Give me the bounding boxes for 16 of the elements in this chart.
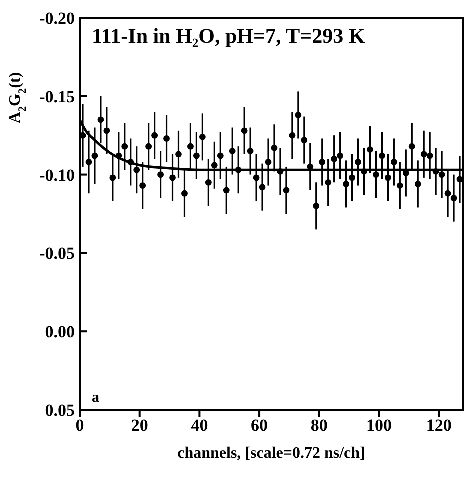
annotation: 111-In in H₂O, pH=7, T=293 K (92, 24, 366, 49)
y-tick-label: 0.05 (45, 401, 75, 420)
x-tick-label: 80 (310, 416, 328, 436)
x-axis-title: channels, [scale=0.72 ns/ch] (178, 445, 366, 462)
x-tick-label: 60 (251, 416, 268, 436)
x-tick-label: 20 (131, 416, 148, 436)
y-tick-label: -0.15 (40, 87, 75, 106)
y-tick-label: 0.00 (45, 322, 75, 342)
y-tick-label: -0.10 (40, 166, 75, 185)
x-tick-label: 120 (426, 416, 452, 436)
y-tick-label: -0.05 (40, 244, 75, 264)
x-tick-label: 0 (76, 416, 84, 436)
y-tick-label: -0.20 (40, 9, 75, 28)
x-tick-label: 100 (366, 416, 392, 436)
x-tick-label: 40 (191, 416, 208, 436)
annotation: a (92, 390, 100, 407)
